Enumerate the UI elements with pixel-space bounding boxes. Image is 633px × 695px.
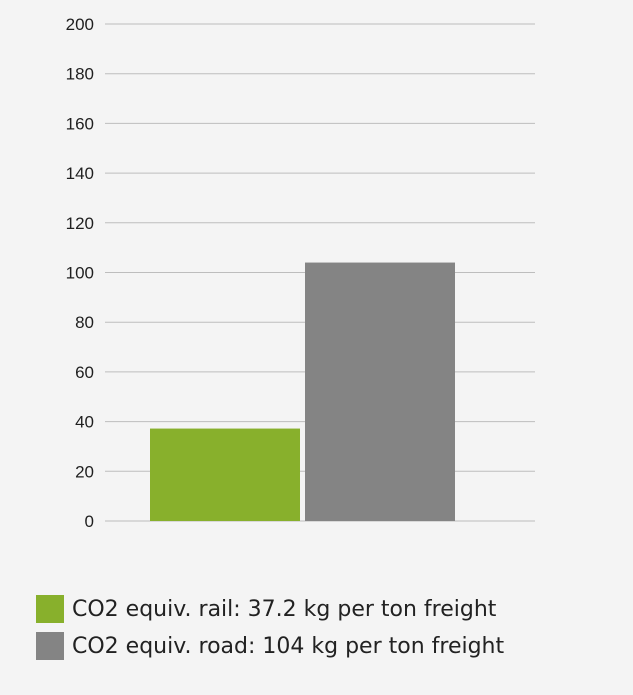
legend-item-road: CO2 equiv. road: 104 kg per ton freight (36, 632, 504, 660)
legend-label-rail: CO2 equiv. rail: 37.2 kg per ton freight (72, 596, 497, 622)
y-tick-label: 80 (75, 313, 94, 332)
legend-swatch-rail (36, 595, 64, 623)
bar (305, 262, 455, 521)
y-tick-label: 160 (66, 114, 94, 133)
y-tick-label: 180 (66, 65, 94, 84)
legend-swatch-road (36, 632, 64, 660)
bar (150, 428, 300, 521)
legend-label-road: CO2 equiv. road: 104 kg per ton freight (72, 633, 505, 659)
legend-item-rail: CO2 equiv. rail: 37.2 kg per ton freight (36, 595, 504, 623)
y-tick-label: 40 (75, 413, 94, 432)
y-tick-label: 0 (85, 512, 94, 531)
y-tick-label: 200 (66, 15, 94, 34)
y-tick-label: 140 (66, 164, 94, 183)
y-tick-label: 100 (66, 264, 94, 283)
y-tick-label: 20 (75, 462, 94, 481)
legend: CO2 equiv. rail: 37.2 kg per ton freight… (36, 595, 504, 669)
bar-chart: 0 20 40 60 80 100 120 140 160 180 200 (66, 15, 535, 531)
y-tick-label: 120 (66, 214, 94, 233)
y-tick-label: 60 (75, 363, 94, 382)
